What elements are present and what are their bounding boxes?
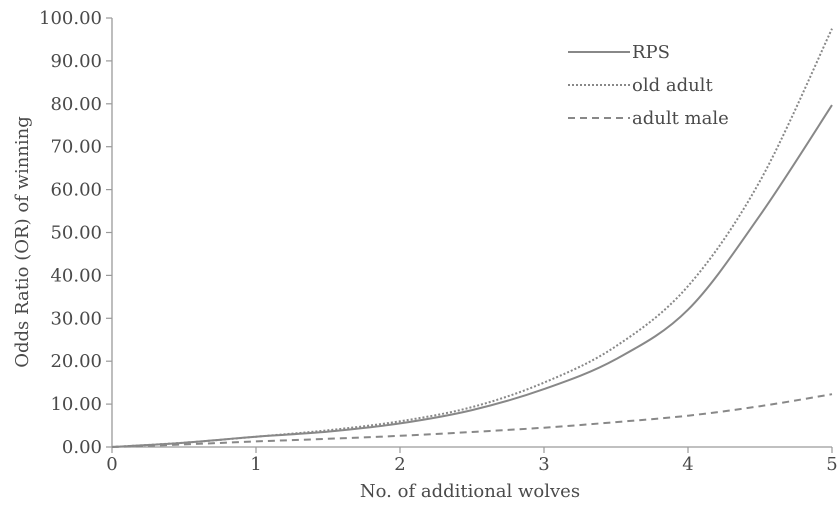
y-tick-label: 10.00 bbox=[50, 394, 102, 415]
legend: RPS old adult adult male bbox=[568, 42, 729, 129]
y-tick-label: 40.00 bbox=[50, 265, 102, 286]
series-line-adult-male bbox=[111, 393, 833, 448]
y-tick-label: 50.00 bbox=[50, 223, 102, 244]
y-tick-label: 0.00 bbox=[62, 437, 102, 458]
legend-label-adult-male: adult male bbox=[632, 108, 729, 129]
x-tick-label: 4 bbox=[682, 454, 693, 475]
series-line-old-adult bbox=[111, 28, 833, 448]
x-axis-label: No. of additional wolves bbox=[360, 481, 580, 502]
axes bbox=[111, 18, 832, 448]
y-tick-label: 70.00 bbox=[50, 137, 102, 158]
series-lines bbox=[111, 28, 833, 448]
y-axis-ticks: 0.00 10.00 20.00 30.00 40.00 50.00 60.00 70.00 8… bbox=[39, 8, 112, 458]
y-axis-label: Odds Ratio (OR) of winning bbox=[12, 116, 33, 368]
y-tick-label: 20.00 bbox=[50, 351, 102, 372]
y-tick-label: 100.00 bbox=[39, 8, 102, 29]
x-tick-label: 5 bbox=[826, 454, 837, 475]
legend-label-rps: RPS bbox=[632, 42, 670, 63]
series-line-rps bbox=[111, 104, 833, 448]
x-tick-label: 2 bbox=[394, 454, 405, 475]
y-tick-label: 90.00 bbox=[50, 51, 102, 72]
x-tick-label: 1 bbox=[250, 454, 261, 475]
y-tick-label: 80.00 bbox=[50, 94, 102, 115]
x-axis-ticks: 0 1 2 3 4 5 bbox=[106, 447, 837, 475]
y-tick-label: 30.00 bbox=[50, 308, 102, 329]
y-tick-label: 60.00 bbox=[50, 180, 102, 201]
x-tick-label: 3 bbox=[538, 454, 549, 475]
x-tick-label: 0 bbox=[106, 454, 117, 475]
legend-label-old-adult: old adult bbox=[632, 75, 713, 96]
